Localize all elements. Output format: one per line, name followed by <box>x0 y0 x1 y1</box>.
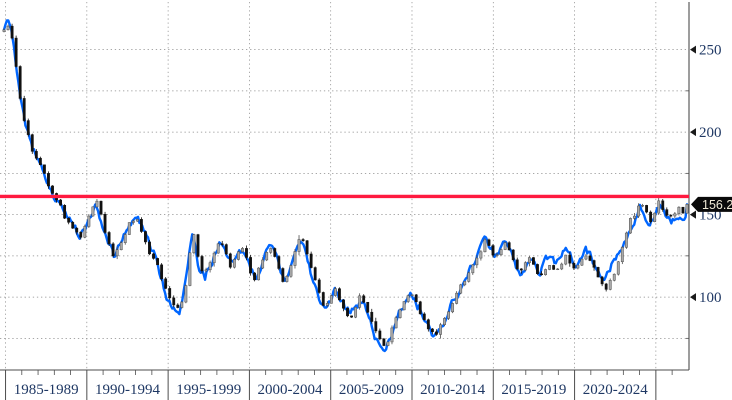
svg-text:250: 250 <box>699 43 722 59</box>
svg-text:2000-2004: 2000-2004 <box>258 382 323 398</box>
svg-text:156.211: 156.211 <box>702 198 732 212</box>
svg-text:100: 100 <box>699 290 722 306</box>
svg-text:1990-1994: 1990-1994 <box>95 382 160 398</box>
svg-text:200: 200 <box>699 125 722 141</box>
svg-text:2020-2024: 2020-2024 <box>583 382 648 398</box>
svg-text:2005-2009: 2005-2009 <box>339 382 404 398</box>
svg-text:2015-2019: 2015-2019 <box>501 382 566 398</box>
svg-text:1995-1999: 1995-1999 <box>176 382 241 398</box>
svg-text:1985-1989: 1985-1989 <box>14 382 79 398</box>
svg-text:2010-2014: 2010-2014 <box>420 382 485 398</box>
